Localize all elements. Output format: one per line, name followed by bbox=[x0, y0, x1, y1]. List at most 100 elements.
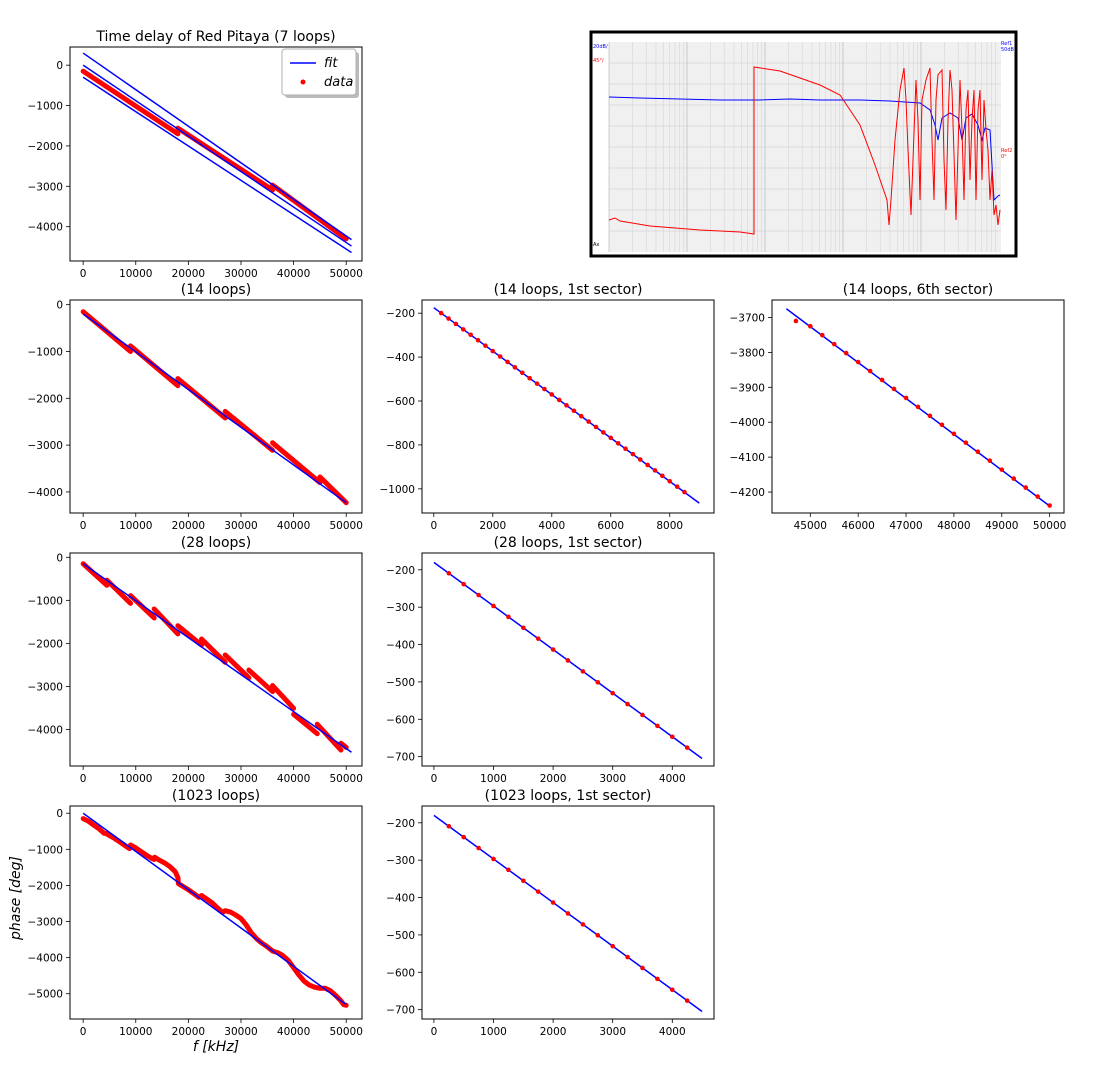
x-tick-label: 0 bbox=[430, 520, 437, 532]
fit-line bbox=[82, 64, 352, 247]
y-tick-label: −2000 bbox=[27, 638, 63, 650]
x-tick-label: 4000 bbox=[659, 773, 686, 785]
data-point bbox=[975, 449, 981, 455]
data-point bbox=[460, 327, 466, 332]
data-point bbox=[652, 468, 658, 473]
inset-ch2-scale: 45°/ bbox=[593, 58, 604, 64]
data-point bbox=[669, 734, 675, 740]
data-point bbox=[580, 922, 586, 927]
x-tick-label: 0 bbox=[80, 268, 87, 280]
x-tick-label: 2000 bbox=[540, 1026, 567, 1038]
data-point bbox=[667, 478, 673, 484]
plot-14-loops-6th-sector: (14 loops, 6th sector) 45000 46000 47000 480… bbox=[729, 282, 1066, 532]
data-series-segment bbox=[317, 474, 349, 506]
y-tick-label: −300 bbox=[386, 602, 415, 614]
inset-phase-trace bbox=[608, 66, 1001, 235]
axes-frame bbox=[69, 299, 363, 514]
x-tick-label: 40000 bbox=[277, 520, 310, 532]
data-point bbox=[497, 354, 503, 359]
data-point bbox=[586, 419, 591, 424]
data-point bbox=[625, 954, 630, 960]
data-point bbox=[461, 581, 467, 587]
data-point bbox=[951, 431, 957, 437]
y-tick-label: −200 bbox=[386, 308, 415, 320]
data-series-segment bbox=[222, 652, 252, 681]
data-point bbox=[645, 462, 650, 468]
y-tick-label: −4000 bbox=[27, 724, 63, 736]
data-point bbox=[446, 823, 452, 829]
y-tick-label: −3000 bbox=[27, 681, 63, 693]
x-tick-label: 0 bbox=[80, 1026, 87, 1038]
data-series-segment bbox=[338, 740, 349, 750]
x-tick-label: 20000 bbox=[172, 520, 205, 532]
data-point bbox=[446, 570, 452, 576]
data-series-segment bbox=[199, 636, 228, 665]
data-point bbox=[521, 878, 526, 884]
data-point bbox=[999, 467, 1005, 472]
y-tick-label: −500 bbox=[386, 677, 415, 689]
y-tick-label: −700 bbox=[386, 1005, 415, 1017]
x-tick-label: 20000 bbox=[172, 773, 205, 785]
x-tick-label: 50000 bbox=[330, 268, 363, 280]
x-tick-label: 10000 bbox=[119, 268, 152, 280]
x-tick-label: 0 bbox=[80, 773, 87, 785]
data-point bbox=[987, 458, 993, 463]
x-tick-label: 46000 bbox=[841, 520, 874, 532]
x-tick-label: 10000 bbox=[119, 1026, 152, 1038]
chart-title: (28 loops, 1st sector) bbox=[494, 535, 643, 551]
plot-14-loops-1st-sector: (14 loops, 1st sector) 0 2000 4000 6000 8000 −… bbox=[379, 282, 715, 532]
data-point bbox=[819, 332, 825, 338]
y-tick-label: −300 bbox=[386, 855, 415, 867]
data-point bbox=[519, 370, 525, 376]
plot-area bbox=[433, 561, 703, 760]
data-point bbox=[684, 745, 690, 750]
data-point bbox=[556, 397, 562, 403]
data-point bbox=[1035, 494, 1040, 499]
x-tick-label: 48000 bbox=[937, 520, 970, 532]
data-point bbox=[608, 435, 614, 441]
x-tick-label: 1000 bbox=[480, 1026, 507, 1038]
data-point bbox=[655, 976, 660, 982]
plot-28-loops-1st-sector: (28 loops, 1st sector) 0 1000 2000 3000 4000 −… bbox=[386, 535, 715, 785]
axes-frame bbox=[421, 552, 715, 767]
y-axis-label: phase [deg] bbox=[8, 856, 24, 941]
x-tick-label: 0 bbox=[431, 1026, 438, 1038]
data-point bbox=[674, 484, 680, 489]
axes-frame bbox=[69, 552, 363, 767]
x-tick-label: 40000 bbox=[277, 268, 310, 280]
plot-area bbox=[80, 561, 352, 753]
plot-area bbox=[80, 812, 349, 1008]
data-point bbox=[915, 404, 921, 410]
data-point bbox=[490, 348, 496, 354]
data-point bbox=[637, 457, 643, 462]
data-point bbox=[565, 911, 571, 916]
data-point bbox=[580, 669, 586, 674]
y-tick-label: −600 bbox=[386, 714, 415, 726]
data-point bbox=[963, 440, 969, 446]
inset-grid bbox=[608, 42, 1001, 252]
data-point bbox=[669, 987, 675, 993]
plot-area bbox=[433, 814, 703, 1013]
data-point bbox=[571, 408, 577, 414]
data-point bbox=[461, 834, 467, 840]
data-point bbox=[593, 424, 599, 430]
x-tick-label: 20000 bbox=[172, 268, 205, 280]
chart-title: (1023 loops) bbox=[172, 788, 260, 804]
data-point bbox=[512, 365, 518, 370]
data-point bbox=[595, 932, 601, 938]
data-point bbox=[453, 321, 459, 327]
y-tick-label: −600 bbox=[386, 396, 415, 408]
data-point bbox=[625, 701, 630, 707]
inset-ref1: Ref1 bbox=[1001, 41, 1012, 47]
inset-ref2: Ref2 bbox=[1001, 148, 1012, 154]
inset-ch1-scale: 20dB/ bbox=[593, 44, 608, 50]
data-point bbox=[578, 413, 584, 419]
data-point bbox=[565, 658, 571, 663]
data-point bbox=[506, 614, 511, 620]
inset-magnitude-trace bbox=[608, 96, 1001, 202]
y-tick-label: −3800 bbox=[729, 347, 765, 359]
data-point bbox=[855, 359, 861, 365]
inset-ref1-value: 50dB bbox=[1001, 47, 1015, 53]
y-tick-label: −3900 bbox=[729, 382, 765, 394]
